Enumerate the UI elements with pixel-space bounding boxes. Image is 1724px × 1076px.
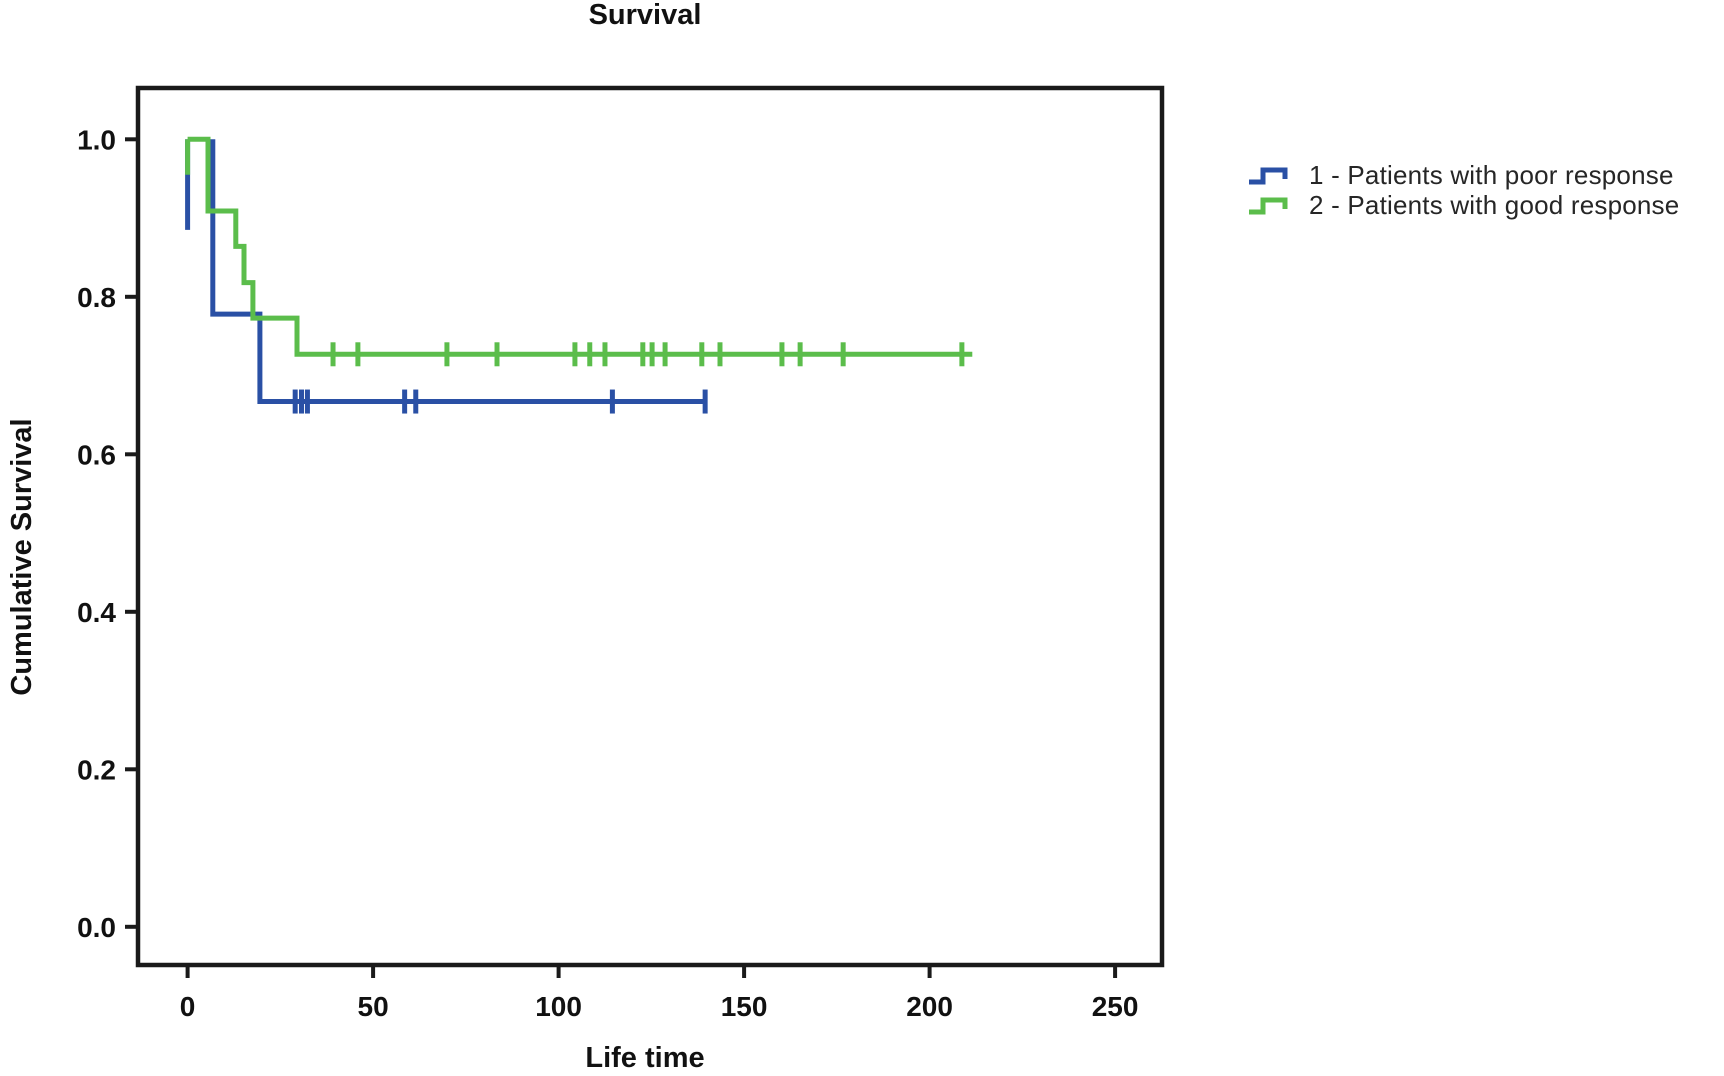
y-axis-label: Cumulative Survival <box>6 418 38 696</box>
y-tick-label: 0.0 <box>77 912 116 943</box>
legend-label: 2 - Patients with good response <box>1309 189 1680 220</box>
y-tick-label: 1.0 <box>77 124 116 155</box>
step-line-icon <box>1247 165 1295 185</box>
y-tick-label: 0.2 <box>77 754 116 785</box>
x-tick-label: 250 <box>1092 991 1139 1022</box>
survival-curve-2 <box>187 136 973 357</box>
y-tick-label: 0.6 <box>77 439 116 470</box>
x-tick-label: 150 <box>721 991 768 1022</box>
x-tick-label: 0 <box>180 991 196 1022</box>
step-line-icon <box>1247 195 1295 215</box>
x-tick-label: 100 <box>535 991 582 1022</box>
y-tick-label: 0.8 <box>77 282 116 313</box>
legend-item-good-response: 2 - Patients with good response <box>1247 190 1679 220</box>
x-tick-label: 200 <box>906 991 953 1022</box>
plot-frame <box>135 85 1165 968</box>
y-tick-label: 0.4 <box>77 597 116 628</box>
legend-item-poor-response: 1 - Patients with poor response <box>1247 160 1679 190</box>
legend-label: 1 - Patients with poor response <box>1309 159 1674 190</box>
chart-title: Survival <box>588 0 702 31</box>
legend: 1 - Patients with poor response 2 - Pati… <box>1247 160 1679 220</box>
x-tick-label: 50 <box>358 991 389 1022</box>
survival-curve-1 <box>210 139 707 404</box>
x-axis-label: Life time <box>585 1042 705 1074</box>
